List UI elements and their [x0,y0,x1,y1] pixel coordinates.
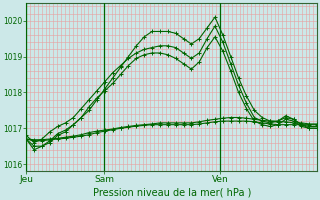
X-axis label: Pression niveau de la mer( hPa ): Pression niveau de la mer( hPa ) [92,187,251,197]
